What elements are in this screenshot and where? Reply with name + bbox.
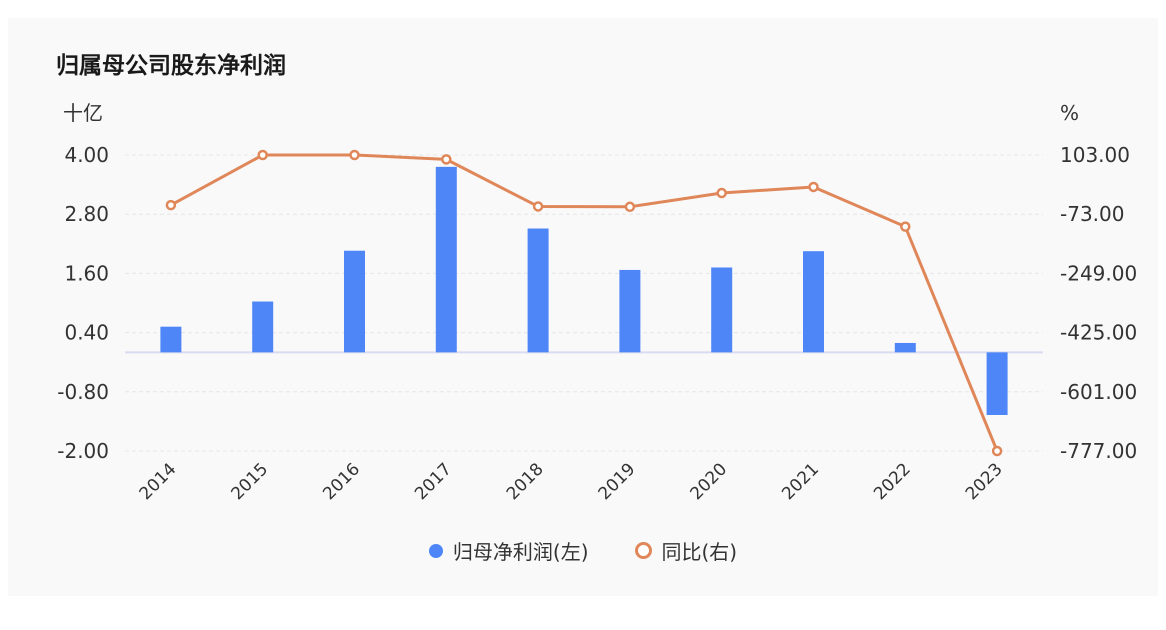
left-tick-label: -2.00: [57, 439, 109, 463]
yoy-point-2018: [532, 201, 544, 212]
x-tick-label: 2020: [687, 459, 732, 504]
yoy-point-2020: [716, 187, 727, 199]
x-tick-label: 2015: [228, 459, 273, 504]
legend: 归母净利润(左) 同比(右): [0, 536, 1166, 565]
yoy-point-2016: [349, 149, 360, 161]
bar-2019: [619, 269, 641, 353]
x-tick-label: 2021: [778, 459, 823, 504]
legend-line-marker-icon: [634, 542, 652, 559]
chart-title: 归属母公司股东净利润: [56, 53, 286, 79]
bar-2021: [803, 251, 824, 353]
legend-label-yoy: 同比(右): [661, 540, 738, 564]
left-tick-label: 2.80: [64, 202, 109, 226]
right-tick-label: -425.00: [1060, 321, 1137, 345]
left-tick-label: 0.40: [64, 321, 109, 345]
left-tick-label: 1.60: [64, 261, 109, 285]
grid-lines: [125, 154, 1043, 452]
axis-labels: 4.00 103.00 2.80 -73.00 1.60 -249.00 0.40 -425.…: [57, 101, 1137, 504]
bar-2023: [986, 352, 1008, 415]
yoy-point-2019: [624, 201, 636, 213]
x-tick-label: 2023: [962, 459, 1007, 504]
right-tick-label: -249.00: [1060, 261, 1137, 285]
bar-2014: [160, 326, 182, 353]
right-tick-label: 103.00: [1060, 143, 1130, 167]
bar-2015: [252, 301, 274, 353]
line-series: [165, 149, 1003, 457]
x-tick-label: 2019: [595, 459, 640, 504]
bar-2016: [344, 250, 365, 353]
legend-bar-marker-icon: [428, 543, 443, 558]
left-axis-unit: 十亿: [63, 101, 103, 125]
x-tick-label: 2022: [870, 459, 915, 504]
x-tick-label: 2014: [136, 459, 181, 504]
yoy-point-2022: [900, 221, 911, 232]
right-tick-label: -73.00: [1060, 202, 1124, 226]
left-tick-label: -0.80: [57, 380, 109, 404]
left-tick-label: 4.00: [64, 143, 109, 167]
legend-label-profit: 归母净利润(左): [452, 540, 589, 564]
legend-item-yoy[interactable]: 同比(右): [634, 536, 738, 565]
x-tick-label: 2018: [503, 459, 548, 504]
yoy-point-2023: [991, 445, 1003, 457]
bar-2017: [435, 166, 457, 353]
yoy-point-2014: [165, 199, 177, 211]
bar-2022: [894, 342, 916, 353]
bar-2020: [711, 267, 733, 353]
bar-2018: [527, 228, 549, 353]
yoy-point-2017: [441, 154, 452, 165]
chart-card: [8, 18, 1158, 596]
bar-series: [160, 166, 1008, 415]
right-tick-label: -777.00: [1060, 439, 1137, 463]
right-axis-unit: %: [1060, 101, 1079, 125]
right-tick-label: -601.00: [1060, 380, 1137, 404]
legend-item-profit[interactable]: 归母净利润(左): [428, 536, 589, 565]
x-tick-label: 2017: [411, 459, 456, 504]
yoy-point-2021: [808, 181, 819, 193]
x-tick-label: 2016: [319, 459, 364, 504]
yoy-line: [170, 153, 999, 452]
yoy-point-2015: [257, 149, 268, 161]
